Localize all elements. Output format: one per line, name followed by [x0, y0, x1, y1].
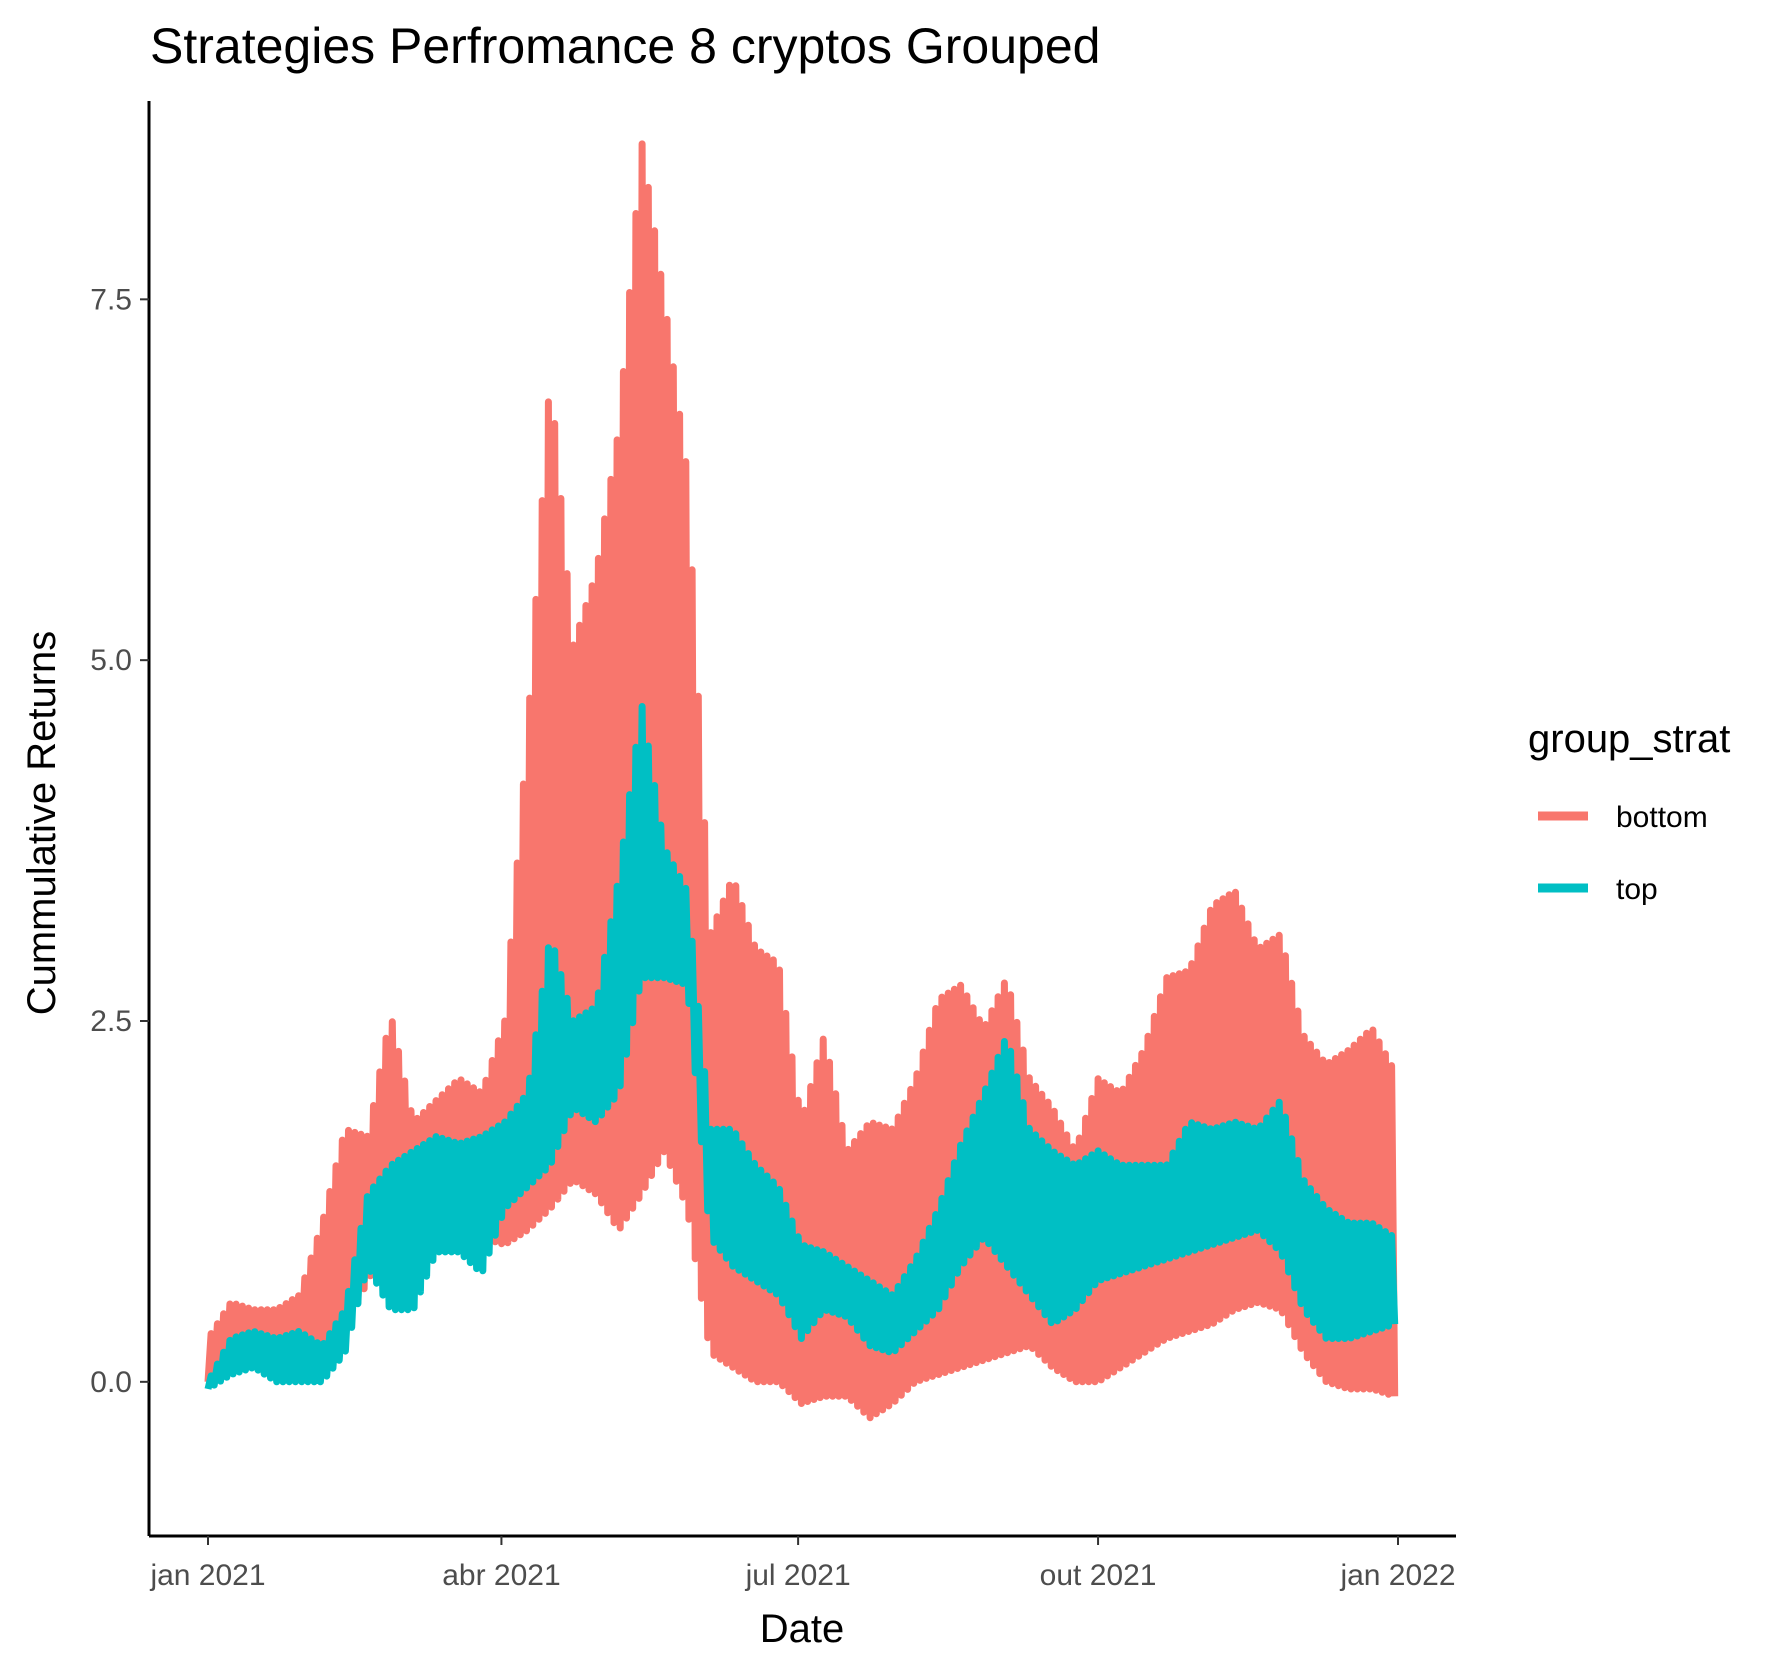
series-layer	[204, 140, 1399, 1422]
x-tick-label: abr 2021	[442, 1559, 560, 1592]
y-ticks: 0.0 2.5 5.0 7.5	[90, 283, 149, 1399]
y-axis-title: Cummulative Returns	[20, 631, 64, 1016]
series-line-top	[204, 703, 1399, 1390]
x-tick-label: jan 2021	[149, 1559, 265, 1592]
y-tick-label: 2.5	[90, 1005, 132, 1038]
legend-title: group_strat	[1528, 717, 1730, 761]
y-tick-label: 0.0	[90, 1366, 132, 1399]
x-tick-label: jul 2021	[745, 1559, 851, 1592]
legend-label-top: top	[1616, 873, 1658, 906]
legend: group_strat bottom top	[1528, 717, 1730, 906]
y-tick-label: 7.5	[90, 283, 132, 316]
legend-label-bottom: bottom	[1616, 801, 1708, 834]
x-ticks: jan 2021 abr 2021 jul 2021 out 2021 jan 2022	[149, 1536, 1456, 1592]
x-tick-label: out 2021	[1040, 1559, 1157, 1592]
x-axis-title: Date	[760, 1607, 845, 1651]
y-tick-label: 5.0	[90, 644, 132, 677]
series-line-bottom	[204, 140, 1399, 1422]
chart-title: Strategies Perfromance 8 cryptos Grouped	[150, 18, 1100, 74]
x-tick-label: jan 2022	[1339, 1559, 1455, 1592]
